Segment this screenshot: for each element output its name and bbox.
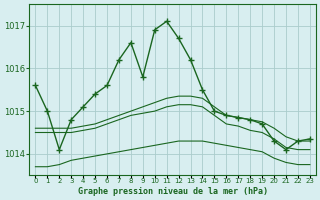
X-axis label: Graphe pression niveau de la mer (hPa): Graphe pression niveau de la mer (hPa) [78,187,268,196]
